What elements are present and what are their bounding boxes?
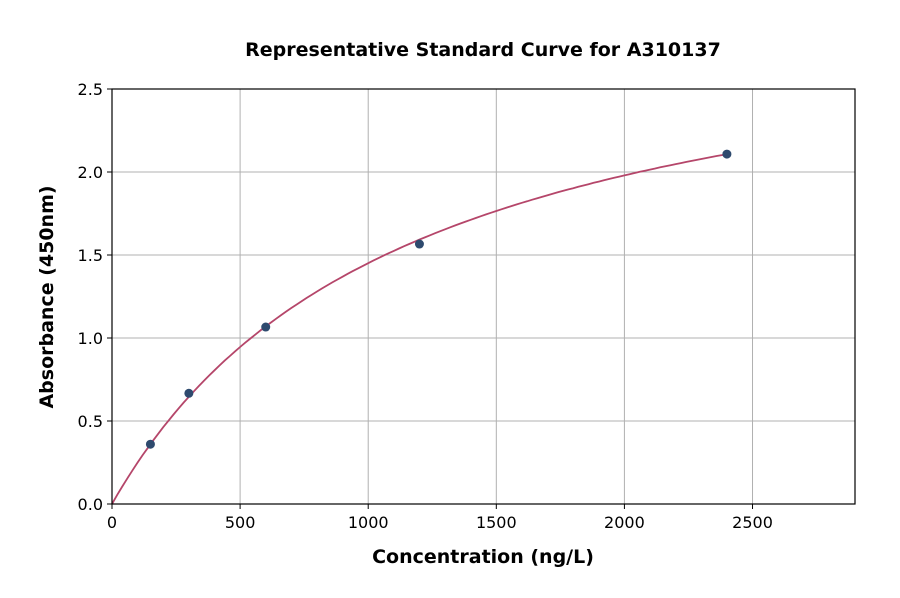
y-tick-label: 2.0 [78, 163, 103, 182]
data-point [145, 439, 155, 449]
y-tick-label: 1.0 [78, 329, 103, 348]
x-tick-label: 500 [225, 513, 256, 532]
y-tick-label: 2.5 [78, 80, 103, 99]
x-tick-label: 1500 [476, 513, 517, 532]
x-tick-label: 2500 [732, 513, 773, 532]
x-tick-label: 0 [107, 513, 117, 532]
x-tick-label: 1000 [348, 513, 389, 532]
y-tick-label: 1.5 [78, 246, 103, 265]
chart-title: Representative Standard Curve for A31013… [245, 39, 721, 61]
x-tick-label: 2000 [604, 513, 645, 532]
x-axis-label: Concentration (ng/L) [372, 546, 594, 568]
y-tick-label: 0.5 [78, 412, 103, 431]
fit-curve [111, 153, 728, 505]
y-axis-label: Absorbance (450nm) [36, 185, 58, 408]
plot-frame [111, 88, 856, 505]
data-point [722, 149, 732, 159]
data-point [261, 322, 271, 332]
data-point [184, 388, 194, 398]
y-tick-label: 0.0 [78, 495, 103, 514]
data-point [414, 239, 424, 249]
